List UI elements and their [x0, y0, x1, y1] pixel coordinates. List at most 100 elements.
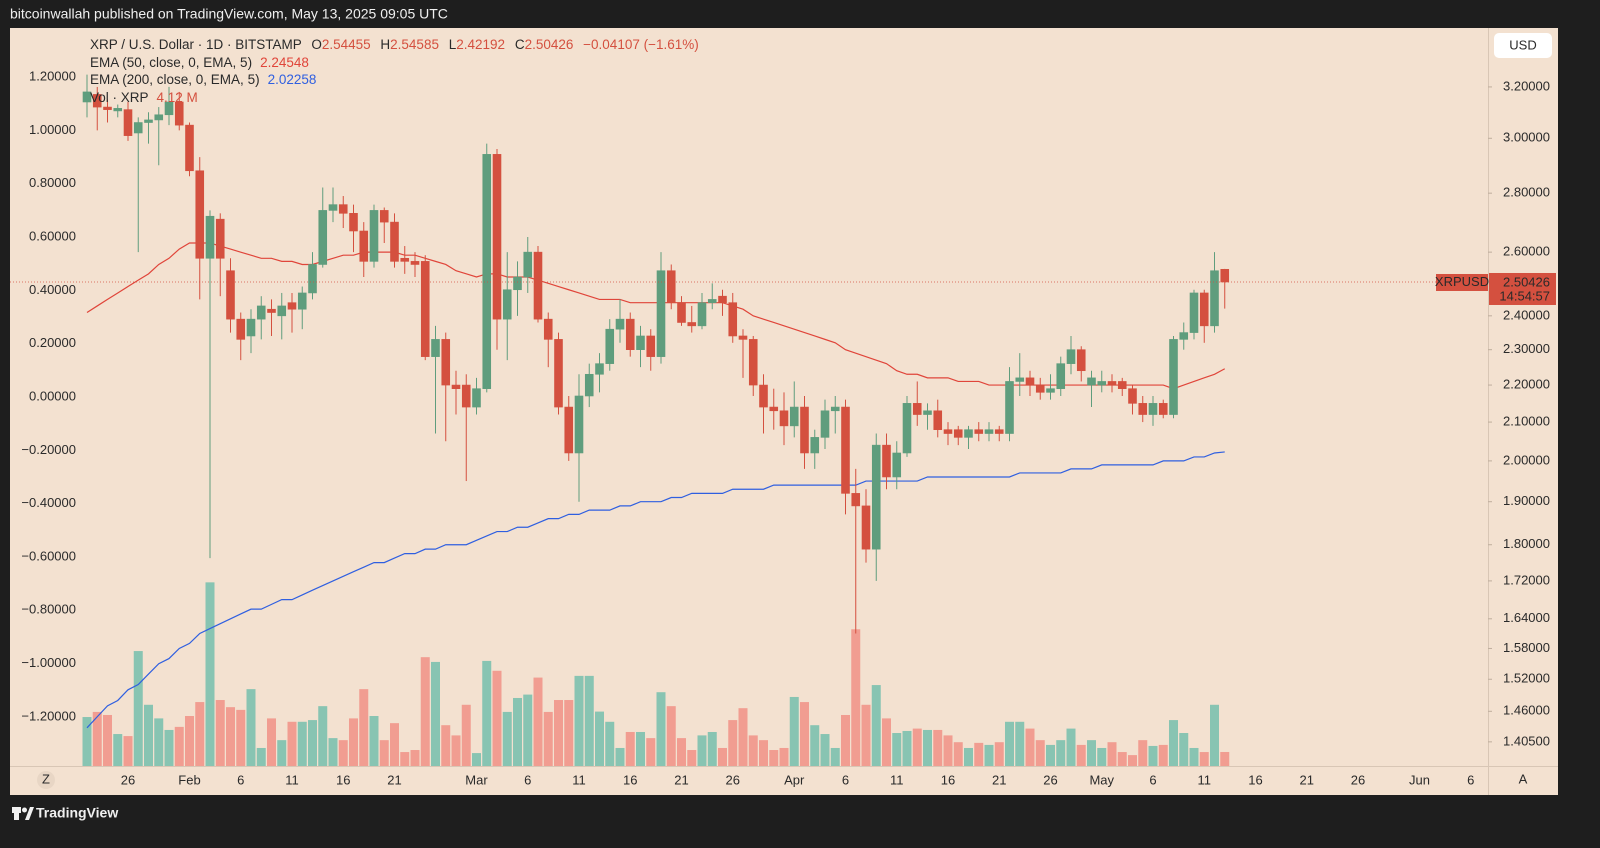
- volume-bar: [502, 711, 512, 766]
- candle-body: [287, 302, 297, 310]
- volume-bar: [687, 750, 697, 766]
- x-tick-label: Jun: [1409, 772, 1430, 787]
- x-tick-label: 6: [1467, 772, 1474, 787]
- volume-bar: [574, 675, 584, 766]
- candle-body: [584, 373, 594, 397]
- volume-bar: [359, 689, 369, 766]
- volume-bar: [912, 728, 922, 766]
- volume-bar: [871, 685, 881, 766]
- candle-body: [646, 335, 656, 357]
- volume-bar: [1148, 745, 1158, 766]
- candle-body: [1158, 403, 1168, 415]
- ohlc-prefix: L: [449, 37, 457, 52]
- volume-bar: [861, 704, 871, 766]
- zoom-label[interactable]: Z: [42, 771, 50, 786]
- candle-body: [195, 170, 205, 259]
- volume-bar: [379, 740, 389, 766]
- volume-bar: [810, 725, 820, 766]
- open-value: 2.54455: [322, 37, 371, 52]
- volume-bar: [759, 740, 768, 766]
- candle-body: [441, 339, 451, 386]
- volume-bar: [1158, 744, 1168, 766]
- volume-bar: [769, 750, 779, 766]
- currency-label[interactable]: USD: [1509, 37, 1536, 52]
- candle-body: [349, 213, 358, 232]
- x-tick-label: 6: [524, 772, 531, 787]
- candle-body: [410, 261, 420, 265]
- candle-body: [133, 122, 143, 134]
- candle-body: [482, 154, 492, 389]
- y-tick-label: 2.10000: [1503, 414, 1550, 429]
- x-tick-label: Mar: [465, 772, 488, 787]
- volume-bar: [451, 735, 461, 766]
- candle-body: [144, 119, 153, 123]
- logo-shape: [12, 807, 21, 813]
- candle-body: [923, 410, 932, 415]
- candle-body: [82, 91, 92, 103]
- volume-bar: [513, 697, 522, 766]
- volume-bar: [103, 714, 112, 766]
- candle-body: [615, 318, 625, 330]
- candle-body: [789, 406, 799, 427]
- y-tick-label: 2.40000: [1503, 307, 1550, 322]
- volume-bar: [236, 709, 246, 766]
- x-tick-label: Apr: [784, 772, 805, 787]
- x-tick-label: 11: [285, 772, 299, 787]
- ema-name: EMA (50, close, 0, EMA, 5): [90, 55, 252, 70]
- y-tick-label: 2.30000: [1503, 341, 1550, 356]
- volume-bar: [410, 750, 420, 766]
- volume-bar: [1025, 728, 1035, 766]
- candle-body: [185, 124, 194, 172]
- y-tick-label: 2.20000: [1503, 376, 1550, 391]
- volume-bar: [964, 747, 973, 766]
- x-tick-label: 6: [237, 772, 244, 787]
- volume-name: Vol · XRP: [90, 90, 149, 105]
- volume-bar: [789, 696, 799, 766]
- candle-body: [871, 444, 881, 550]
- x-tick-label: 6: [842, 772, 849, 787]
- volume-bar: [1005, 721, 1014, 766]
- volume-bar: [1210, 704, 1219, 766]
- volume-bar: [595, 711, 604, 766]
- x-tick-label: 11: [890, 772, 904, 787]
- candle-body: [707, 299, 717, 303]
- candle-body: [369, 210, 379, 262]
- candle-body: [912, 403, 922, 415]
- volume-bar: [841, 714, 850, 766]
- volume-bar: [728, 720, 738, 766]
- volume-bar: [779, 747, 789, 766]
- y-tick-label: 1.52000: [1503, 671, 1550, 686]
- x-tick-label: 6: [1149, 772, 1156, 787]
- volume-bar: [666, 706, 676, 766]
- y-tick-label: 3.20000: [1503, 78, 1550, 93]
- candle-body: [1199, 292, 1209, 327]
- y-tick-label: 1.58000: [1503, 640, 1550, 655]
- x-tick-label: 16: [941, 772, 955, 787]
- logo-shape: [22, 807, 27, 813]
- candle-body: [738, 335, 748, 340]
- volume-bar: [994, 742, 1004, 766]
- volume-bar: [1066, 728, 1076, 766]
- x-tick-label: 11: [572, 772, 586, 787]
- auto-label[interactable]: A: [1519, 771, 1528, 786]
- volume-bar: [707, 731, 717, 766]
- volume-bar: [605, 721, 615, 766]
- candle-body: [974, 429, 984, 434]
- volume-bar: [1035, 740, 1045, 766]
- candle-body: [636, 335, 645, 350]
- volume-bar: [1087, 740, 1096, 766]
- volume-bar: [1128, 755, 1137, 766]
- candle-body: [164, 101, 174, 116]
- brand-name: TradingView: [36, 805, 118, 821]
- zoom-button[interactable]: [37, 771, 55, 789]
- volume-bar: [154, 718, 164, 766]
- currency-button[interactable]: [1494, 33, 1552, 58]
- close-value: 2.50426: [525, 37, 574, 52]
- candle-body: [605, 328, 615, 364]
- volume-bar: [615, 747, 625, 766]
- x-tick-label: 26: [1351, 772, 1365, 787]
- volume-bar: [482, 660, 492, 766]
- volume-bar: [677, 738, 686, 766]
- candle-body: [267, 308, 276, 313]
- candle-body: [390, 221, 399, 262]
